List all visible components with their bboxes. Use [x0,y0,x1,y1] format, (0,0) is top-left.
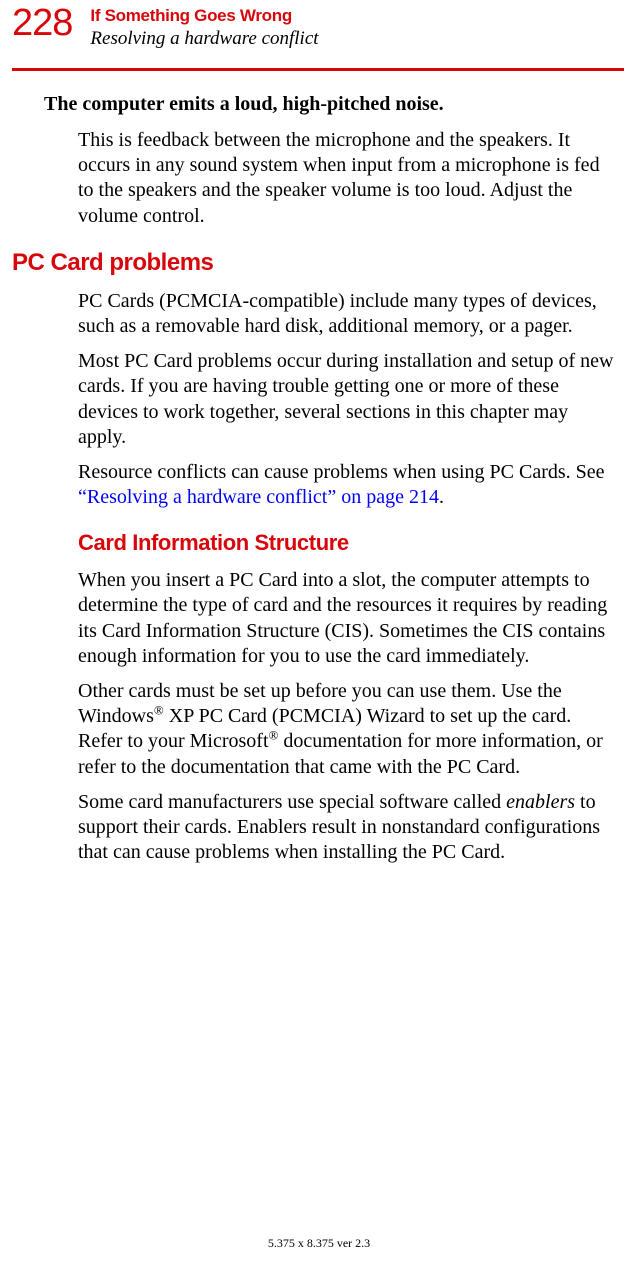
footer-text: 5.375 x 8.375 ver 2.3 [0,1236,638,1251]
symptom-heading: The computer emits a loud, high-pitched … [44,93,620,116]
paragraph-pc1: PC Cards (PCMCIA-compatible) include man… [78,289,620,339]
heading-pc-card-problems: PC Card problems [12,249,620,277]
paragraph-pc3: Resource conflicts can cause problems wh… [78,460,620,510]
registered-mark-1: ® [154,703,164,718]
cis3-em: enablers [506,791,575,813]
link-resolving-conflict[interactable]: “Resolving a hardware conflict” on page … [78,486,439,508]
paragraph-pc2: Most PC Card problems occur during insta… [78,349,620,450]
content-area: The computer emits a loud, high-pitched … [0,71,638,865]
header-titles: If Something Goes Wrong Resolving a hard… [90,4,318,50]
page-header: 228 If Something Goes Wrong Resolving a … [0,0,638,50]
heading-cis: Card Information Structure [78,530,620,556]
pc3-pre: Resource conflicts can cause problems wh… [78,461,605,483]
paragraph-cis1: When you insert a PC Card into a slot, t… [78,568,620,669]
paragraph-cis2: Other cards must be set up before you ca… [78,679,620,780]
paragraph-feedback: This is feedback between the microphone … [78,128,620,229]
registered-mark-2: ® [269,728,279,743]
pc3-post: . [439,486,444,508]
page-number: 228 [12,4,72,42]
cis3-a: Some card manufacturers use special soft… [78,791,506,813]
section-title: Resolving a hardware conflict [90,28,318,50]
chapter-title: If Something Goes Wrong [90,6,318,26]
page: 228 If Something Goes Wrong Resolving a … [0,0,638,1271]
paragraph-cis3: Some card manufacturers use special soft… [78,790,620,866]
